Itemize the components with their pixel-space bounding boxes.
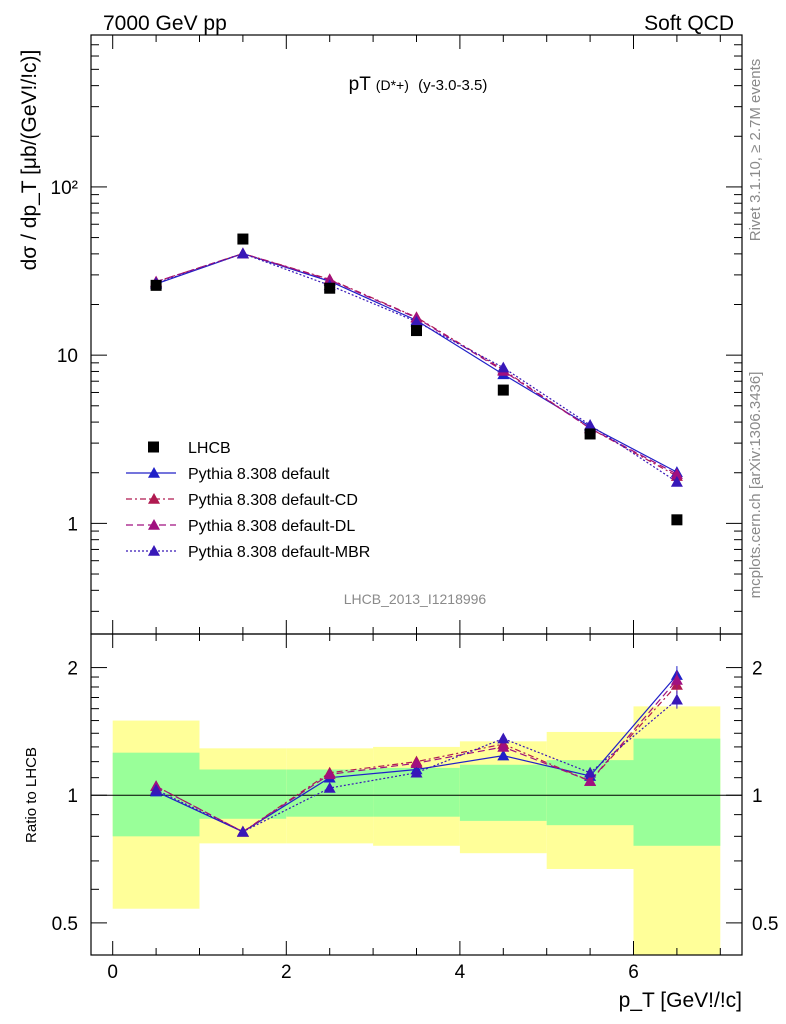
- header-left: 7000 GeV pp: [103, 12, 227, 35]
- ratio-tick-label-right: 2: [752, 659, 763, 680]
- series-line-1: [155, 252, 678, 477]
- rivet-label: Rivet 3.1.10, ≥ 2.7M events: [747, 59, 764, 242]
- ratio-axis-label: Ratio to LHCB: [23, 747, 40, 843]
- ratio-tick-label-right: 1: [752, 786, 763, 807]
- ratio-point-2-3: [410, 757, 423, 768]
- title-particle: (D*+): [376, 77, 409, 93]
- ratio-point-3-4: [497, 732, 510, 744]
- ratio-tick-label-left: 0.5: [52, 914, 78, 935]
- series-point-3-1: [236, 247, 249, 259]
- series-line-2: [155, 252, 678, 475]
- ratio-point-2-2: [323, 768, 336, 780]
- title-main: pT: [349, 74, 372, 95]
- title-range: (y-3.0-3.5): [418, 77, 487, 94]
- ratio-point-2-5: [584, 775, 597, 786]
- ratio-point-3-2: [323, 782, 336, 793]
- ratio-tick-label-left: 1: [67, 786, 78, 807]
- series-point-3-4: [497, 361, 510, 373]
- data-point-2: [324, 282, 336, 294]
- legend-label-data: LHCB: [188, 440, 231, 457]
- legend-marker-1: [148, 493, 160, 504]
- series-point-3-5: [584, 419, 597, 430]
- band-green-6: [633, 738, 721, 846]
- data-point-4: [497, 384, 509, 396]
- x-tick-label: 6: [628, 962, 639, 983]
- legend-marker-data: [148, 441, 159, 453]
- x-tick-label: 0: [107, 962, 118, 983]
- y-tick-label: 1: [67, 514, 78, 535]
- series-point-2-2: [323, 273, 336, 285]
- ratio-point-3-3: [410, 766, 423, 778]
- x-tick-label: 4: [455, 962, 466, 983]
- legend-label-2: Pythia 8.308 default-DL: [188, 518, 355, 535]
- ratio-point-0-4: [497, 749, 510, 761]
- header-right: Soft QCD: [644, 12, 734, 35]
- ratio-point-3-0: [150, 783, 163, 795]
- series-point-2-6: [670, 468, 683, 479]
- band-green-1: [199, 769, 287, 819]
- ratio-point-2-4: [497, 740, 510, 752]
- series-point-3-6: [670, 475, 683, 487]
- x-axis-label: p_T [GeV!/!c]: [619, 989, 742, 1012]
- analysis-label: LHCB_2013_I1218996: [344, 591, 487, 607]
- data-point-3: [411, 325, 422, 337]
- data-point-0: [150, 279, 162, 291]
- legend-marker-3: [148, 545, 160, 556]
- y-tick-label: 10²: [51, 178, 78, 199]
- ratio-tick-label-left: 2: [67, 659, 78, 680]
- plot-title: pT (D*+) (y-3.0-3.5): [349, 74, 488, 95]
- legend-label-0: Pythia 8.308 default: [188, 466, 330, 483]
- legend-label-1: Pythia 8.308 default-CD: [188, 492, 358, 509]
- series-point-3-3: [410, 315, 423, 327]
- y-axis-label: dσ / dp_T [μb/(GeV!/!c)]: [18, 50, 41, 271]
- legend-marker-2: [148, 519, 160, 530]
- series-line-0: [155, 252, 678, 473]
- x-tick-label: 2: [281, 962, 292, 983]
- ratio-point-3-5: [584, 766, 597, 778]
- series-line-3: [155, 252, 678, 483]
- legend-marker-0: [148, 467, 160, 478]
- mcplots-label: mcplots.cern.ch [arXiv:1306.3436]: [747, 372, 764, 599]
- ratio-tick-label-right: 0.5: [752, 914, 778, 935]
- data-point-6: [671, 514, 683, 526]
- y-tick-label: 10: [57, 346, 78, 367]
- ratio-point-3-1: [236, 825, 249, 837]
- data-point-1: [237, 233, 249, 245]
- band-green-4: [459, 764, 547, 821]
- legend-label-3: Pythia 8.308 default-MBR: [188, 544, 370, 561]
- data-point-5: [584, 428, 596, 440]
